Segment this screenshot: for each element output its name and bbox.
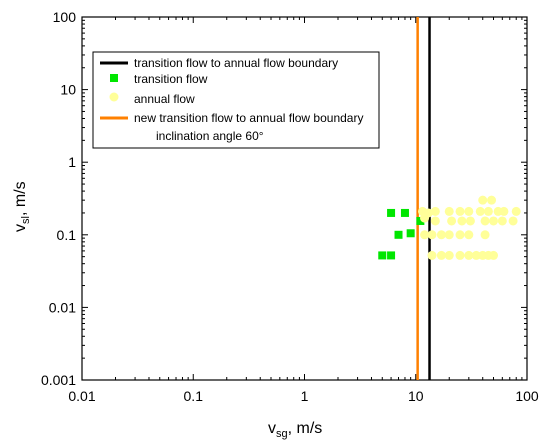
y-axis-title-main: v bbox=[12, 224, 29, 232]
legend-box bbox=[92, 51, 380, 149]
y-tick-label: 100 bbox=[53, 9, 77, 25]
legend-swatch-transition-flow bbox=[110, 74, 118, 82]
point-annual-flow bbox=[508, 216, 518, 226]
point-annual-flow bbox=[489, 216, 499, 226]
y-tick-label: 0.01 bbox=[49, 299, 76, 315]
x-axis-title-sub: sg bbox=[276, 428, 288, 440]
legend-annotation: inclination angle 60° bbox=[156, 129, 264, 143]
point-annual-flow bbox=[420, 230, 430, 240]
legend-label-boundary: transition flow to annual flow boundary bbox=[134, 56, 338, 70]
point-annual-flow bbox=[487, 195, 497, 205]
x-axis-title: vsg, m/s bbox=[268, 420, 322, 440]
point-annual-flow bbox=[464, 250, 474, 260]
point-annual-flow bbox=[436, 230, 446, 240]
ticks-layer bbox=[81, 16, 528, 381]
point-annual-flow bbox=[444, 206, 454, 216]
legend-swatch-annual-flow bbox=[109, 92, 119, 102]
point-transition-flow bbox=[387, 208, 396, 217]
x-tick-label: 0.01 bbox=[68, 388, 95, 404]
point-annual-flow bbox=[471, 250, 481, 260]
point-annual-flow bbox=[499, 206, 509, 216]
point-annual-flow bbox=[436, 250, 446, 260]
point-transition-flow bbox=[394, 230, 403, 239]
y-axis-title: vsl, m/s bbox=[12, 181, 32, 232]
point-annual-flow bbox=[480, 230, 490, 240]
y-tick-label: 0.1 bbox=[57, 227, 77, 243]
point-annual-flow bbox=[420, 213, 430, 223]
point-annual-flow bbox=[465, 216, 475, 226]
point-annual-flow bbox=[489, 250, 499, 260]
point-annual-flow bbox=[497, 216, 507, 226]
point-annual-flow bbox=[455, 250, 465, 260]
x-axis-title-unit: , m/s bbox=[288, 420, 323, 437]
x-tick-label: 100 bbox=[515, 388, 539, 404]
y-axis-title-unit: , m/s bbox=[12, 181, 29, 216]
legend-label-annual-flow: annual flow bbox=[134, 92, 195, 106]
point-annual-flow bbox=[457, 216, 467, 226]
point-transition-flow bbox=[400, 208, 409, 217]
point-annual-flow bbox=[430, 206, 440, 216]
point-transition-flow bbox=[378, 251, 387, 260]
legend: transition flow to annual flow boundary … bbox=[92, 51, 380, 149]
point-annual-flow bbox=[475, 206, 485, 216]
y-axis-title-sub: sl bbox=[20, 216, 32, 224]
point-annual-flow bbox=[427, 250, 437, 260]
y-tick-label: 10 bbox=[60, 82, 76, 98]
point-annual-flow bbox=[478, 195, 488, 205]
point-annual-flow bbox=[455, 206, 465, 216]
point-annual-flow bbox=[483, 206, 493, 216]
x-tick-label: 10 bbox=[408, 388, 424, 404]
point-annual-flow bbox=[464, 206, 474, 216]
legend-label-new-boundary: new transition flow to annual flow bound… bbox=[134, 111, 363, 125]
x-axis-title-main: v bbox=[268, 420, 276, 437]
y-tick-label: 0.001 bbox=[41, 372, 76, 388]
point-transition-flow bbox=[416, 216, 425, 225]
point-annual-flow bbox=[447, 216, 457, 226]
point-annual-flow bbox=[444, 250, 454, 260]
point-annual-flow bbox=[464, 230, 474, 240]
x-tick-label: 1 bbox=[301, 388, 309, 404]
point-annual-flow bbox=[480, 216, 490, 226]
legend-label-transition-flow: transition flow bbox=[134, 72, 208, 86]
point-transition-flow bbox=[387, 251, 396, 260]
series-layer bbox=[378, 195, 521, 260]
point-annual-flow bbox=[455, 230, 465, 240]
point-transition-flow bbox=[406, 229, 415, 238]
x-tick-label: 0.1 bbox=[184, 388, 204, 404]
point-annual-flow bbox=[444, 230, 454, 240]
boundary-lines bbox=[416, 17, 431, 380]
point-annual-flow bbox=[430, 216, 440, 226]
point-annual-flow bbox=[427, 230, 437, 240]
y-tick-label: 1 bbox=[68, 154, 76, 170]
point-annual-flow bbox=[511, 206, 521, 216]
